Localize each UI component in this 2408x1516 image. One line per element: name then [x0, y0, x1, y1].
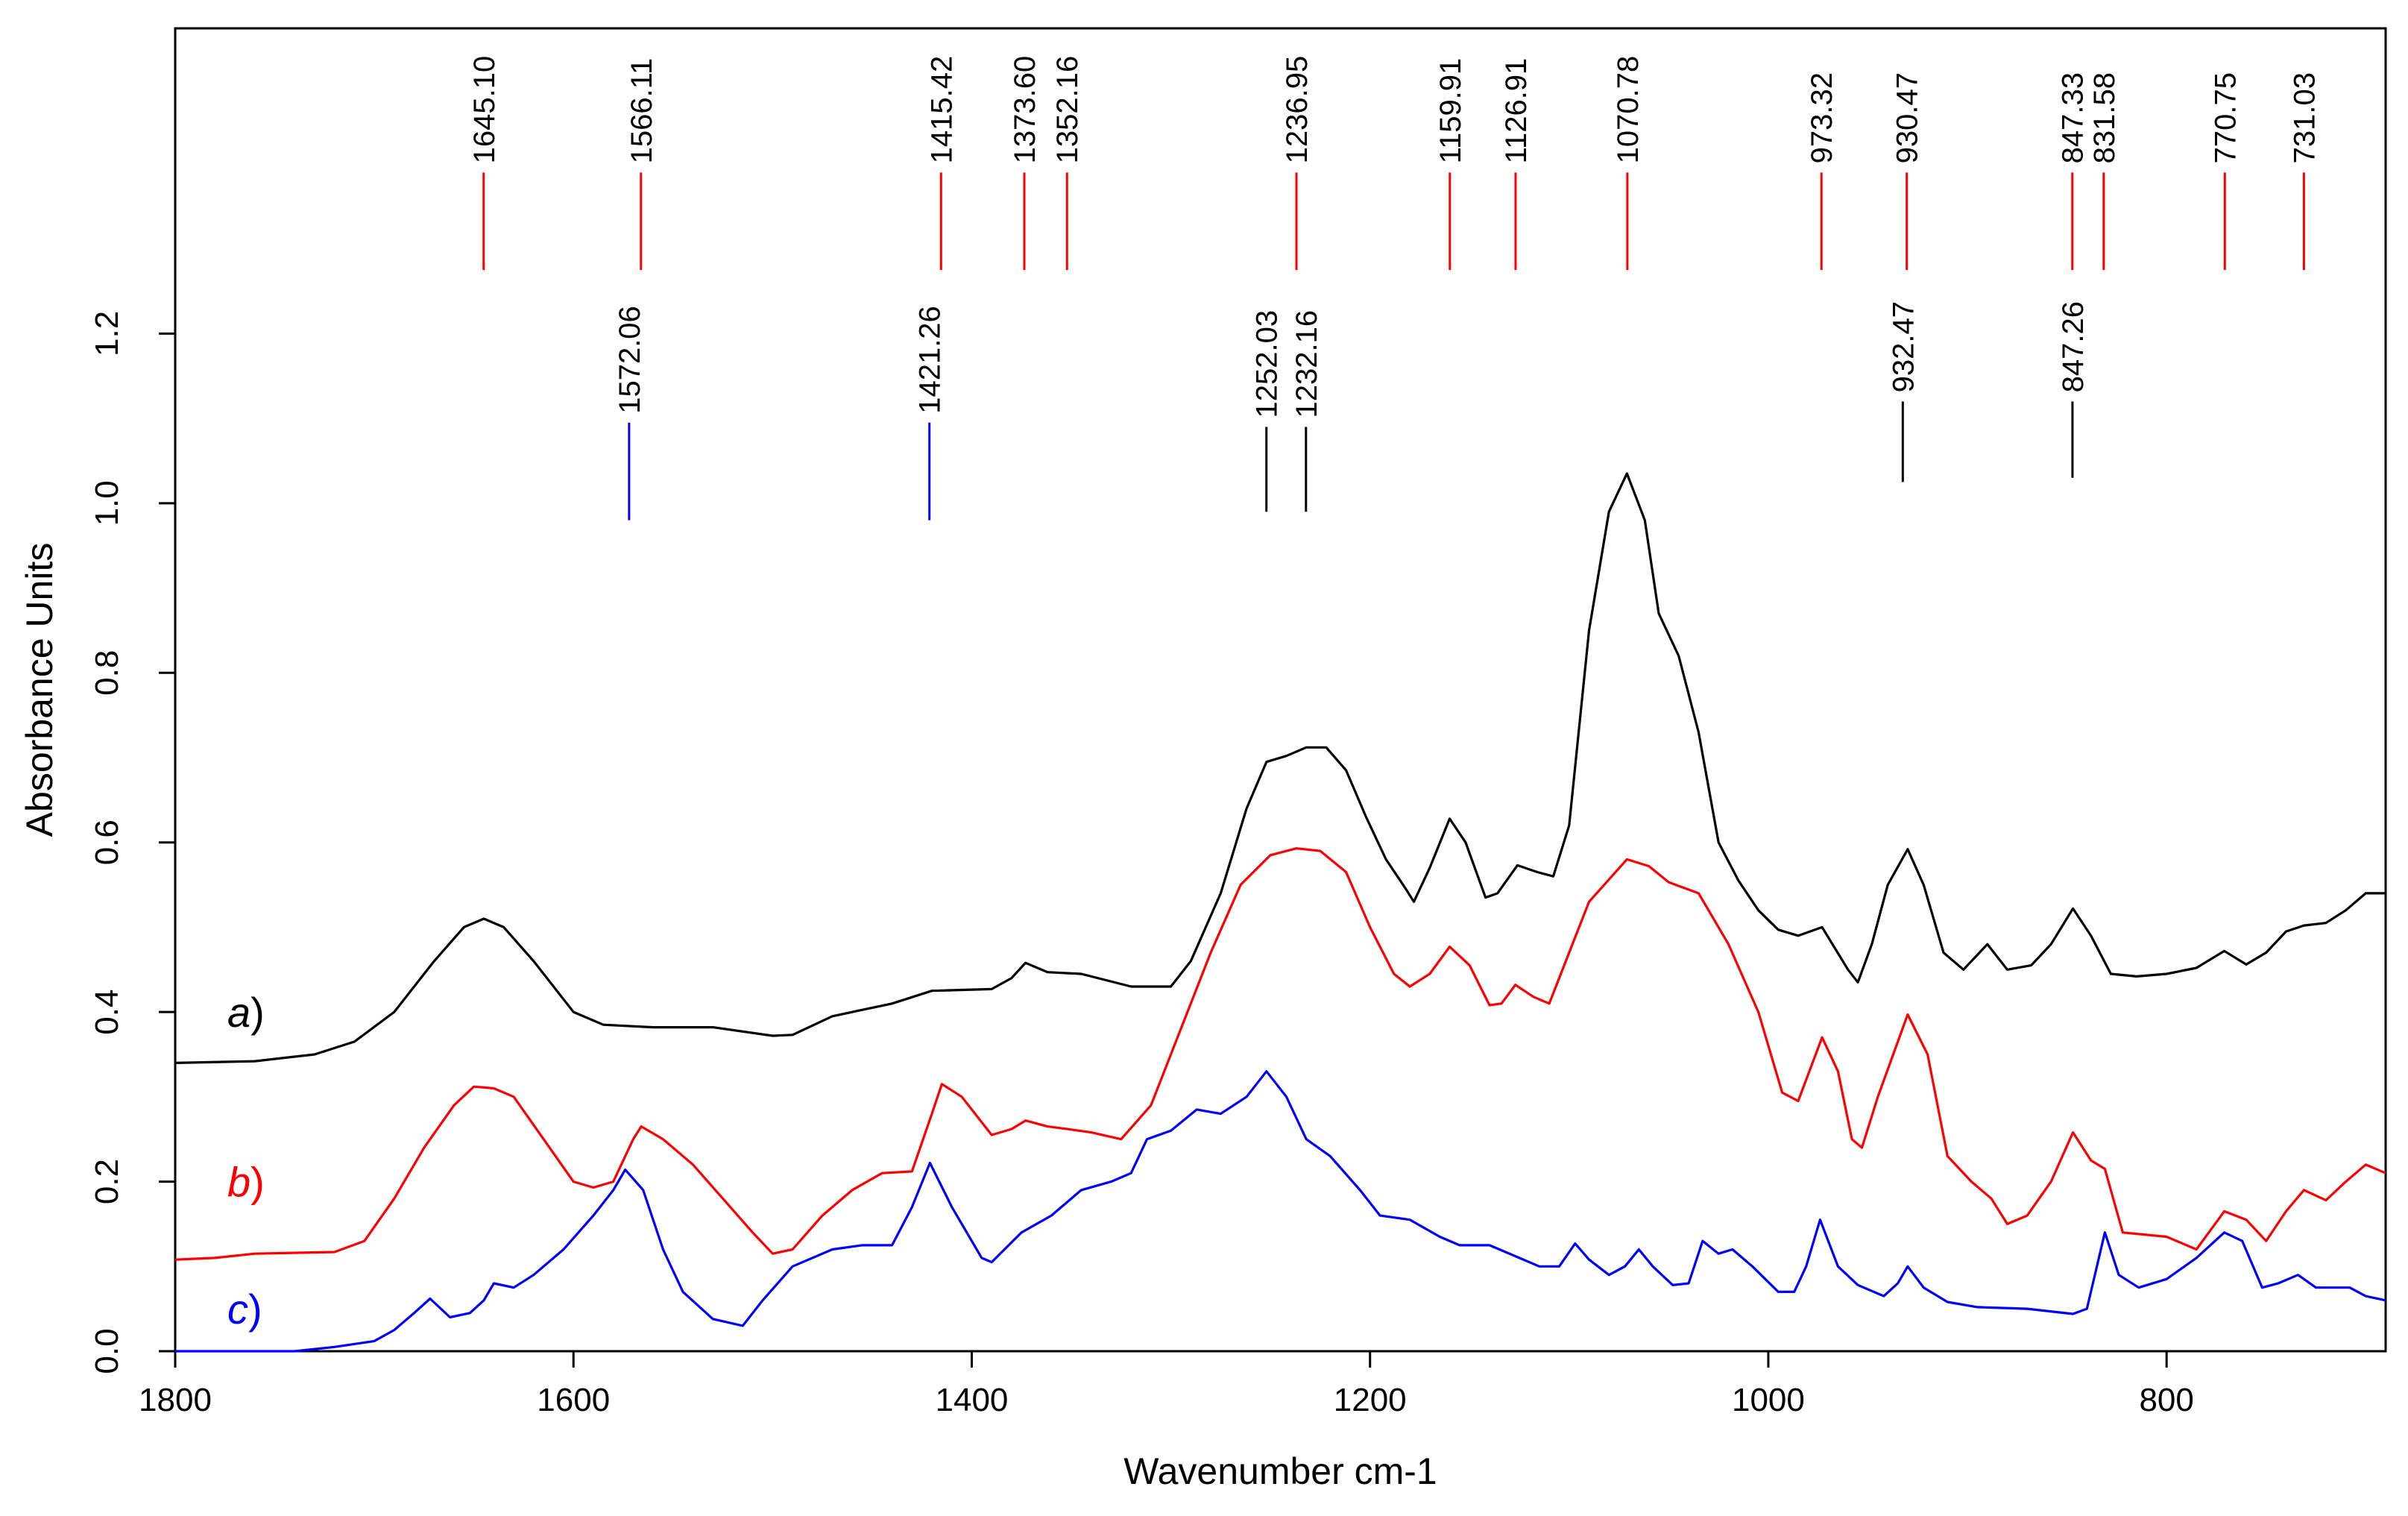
x-axis-title: Wavenumber cm-1 — [1123, 1450, 1437, 1492]
x-tick-label: 1200 — [1334, 1382, 1407, 1418]
x-tick-label: 800 — [2139, 1382, 2193, 1418]
peak-label: 932.47 — [1887, 301, 1920, 392]
peak-label: 1421.26 — [914, 306, 947, 414]
peak-label: 1126.91 — [1500, 58, 1533, 164]
peak-label: 1236.95 — [1281, 56, 1314, 164]
y-tick-label: 0.6 — [89, 820, 125, 865]
series-line-b — [174, 847, 2386, 1261]
peak-label: 847.26 — [2057, 301, 2090, 392]
peak-label: 1645.10 — [468, 56, 501, 164]
peak-label: 1415.42 — [925, 56, 958, 164]
series-line-a — [174, 472, 2386, 1064]
y-axis-title: Absorbance Units — [19, 543, 60, 837]
series-label-c: c) — [227, 1286, 262, 1333]
x-tick-label: 1600 — [537, 1382, 610, 1418]
peak-label: 930.47 — [1891, 72, 1924, 163]
plot-frame — [174, 27, 2387, 1353]
y-tick-label: 0.0 — [89, 1328, 125, 1374]
series-layer — [174, 472, 2386, 1353]
peak-label: 973.32 — [1806, 72, 1838, 163]
peak-label: 1352.16 — [1051, 56, 1084, 164]
series-labels: a) b) c) — [227, 989, 265, 1333]
series-line-c — [175, 1070, 2386, 1353]
y-tick-label: 0.2 — [89, 1159, 125, 1204]
y-tick-label: 0.8 — [89, 650, 125, 696]
x-tick-label: 1800 — [139, 1382, 212, 1418]
peak-label: 1232.16 — [1290, 310, 1323, 418]
peak-label: 831.58 — [2088, 72, 2121, 163]
peak-label: 731.03 — [2288, 72, 2321, 163]
series-label-a: a) — [227, 989, 265, 1036]
peak-label: 1572.06 — [614, 306, 646, 414]
y-tick-label: 1.0 — [89, 480, 125, 526]
series-label-b: b) — [227, 1159, 265, 1206]
peak-label: 1159.91 — [1434, 58, 1467, 164]
peak-label: 770.75 — [2209, 72, 2242, 163]
peak-label: 1566.11 — [625, 58, 658, 164]
x-tick-label: 1400 — [936, 1382, 1009, 1418]
y-tick-label: 0.4 — [89, 990, 125, 1035]
peak-markers: 1645.10 1566.11 1415.42 1373.60 1352.16 1236.… — [468, 56, 2321, 520]
x-axis: 1800 1600 1400 1200 1000 800 — [139, 1351, 2194, 1418]
peak-label: 1373.60 — [1009, 56, 1041, 164]
x-tick-label: 1000 — [1732, 1382, 1805, 1418]
peak-label: 847.33 — [2057, 72, 2090, 163]
y-tick-label: 1.2 — [89, 311, 125, 356]
y-axis: 0.0 0.2 0.4 0.6 0.8 1.0 1.2 — [89, 311, 175, 1374]
peak-label: 1252.03 — [1251, 310, 1284, 418]
peak-label: 1070.78 — [1612, 56, 1645, 164]
